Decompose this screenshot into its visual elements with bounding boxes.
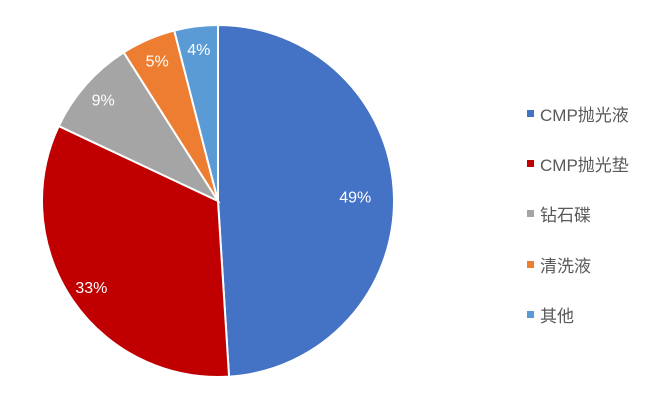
legend-swatch bbox=[527, 109, 534, 117]
data-label: 4% bbox=[187, 42, 210, 59]
legend-swatch bbox=[527, 310, 534, 318]
legend-label: 其他 bbox=[540, 306, 574, 326]
legend-item: CMP抛光液 bbox=[527, 88, 629, 138]
pie-slice bbox=[217, 23, 395, 378]
data-label: 9% bbox=[92, 93, 115, 110]
legend-item: 钻石碟 bbox=[527, 189, 629, 239]
legend-swatch bbox=[527, 159, 534, 167]
legend-label: 钻石碟 bbox=[540, 206, 591, 226]
legend-item: 清洗液 bbox=[527, 239, 629, 289]
legend-swatch bbox=[527, 210, 534, 218]
pie-slice bbox=[41, 124, 231, 378]
pie-slice bbox=[173, 23, 219, 202]
data-label: 33% bbox=[75, 280, 107, 297]
data-label: 49% bbox=[339, 190, 371, 207]
legend-item: 其他 bbox=[527, 289, 629, 339]
legend-item: CMP抛光垫 bbox=[527, 138, 629, 188]
data-label: 5% bbox=[146, 53, 169, 70]
legend-label: 清洗液 bbox=[540, 256, 591, 276]
legend-label: CMP抛光液 bbox=[540, 105, 629, 125]
legend-label: CMP抛光垫 bbox=[540, 155, 629, 175]
legend: CMP抛光液 CMP抛光垫 钻石碟 清洗液 其他 bbox=[527, 88, 629, 339]
legend-swatch bbox=[527, 260, 534, 268]
pie-slice bbox=[57, 51, 221, 204]
